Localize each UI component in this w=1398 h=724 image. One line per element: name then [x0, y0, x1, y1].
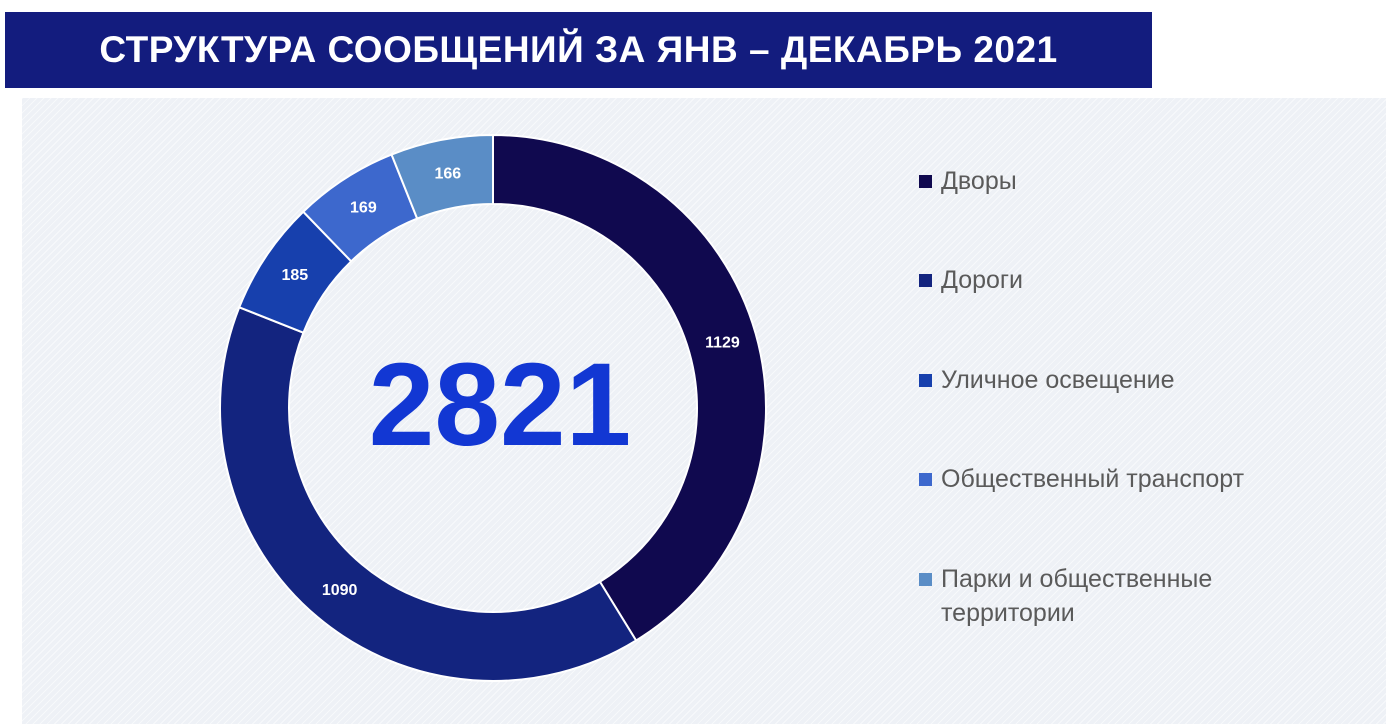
legend-label: Парки и общественные территории: [941, 565, 1213, 627]
page-title: СТРУКТУРА СООБЩЕНИЙ ЗА ЯНВ – ДЕКАБРЬ 202…: [5, 12, 1152, 88]
legend-item-parks: Парки и общественные территории: [919, 562, 1341, 630]
legend-label: Дворы: [941, 167, 1017, 195]
donut-slice-dvory: [492, 133, 767, 642]
data-label-street-lighting: 185: [281, 267, 308, 284]
data-label-parks: 166: [435, 165, 462, 182]
donut-slice-parks: [390, 133, 494, 220]
center-total-label: 2821: [369, 339, 632, 471]
legend-swatch: [919, 573, 932, 586]
legend-item-street-lighting: Уличное освещение: [919, 363, 1175, 397]
data-label-dvory: 1129: [705, 335, 740, 352]
donut-slice-dorogi: [219, 305, 638, 682]
legend-label: Дороги: [941, 266, 1024, 294]
legend-swatch: [919, 175, 932, 188]
legend-label: Общественный транспорт: [941, 465, 1245, 493]
data-label-public-transport: 169: [350, 199, 377, 216]
legend-item-public-transport: Общественный транспорт: [919, 462, 1244, 496]
legend-item-dorogi: Дороги: [919, 263, 1023, 297]
legend-label: Уличное освещение: [941, 366, 1175, 394]
legend-swatch: [919, 374, 932, 387]
legend-swatch: [919, 473, 932, 486]
legend-swatch: [919, 274, 932, 287]
data-label-dorogi: 1090: [322, 582, 358, 599]
legend-item-dvory: Дворы: [919, 164, 1017, 198]
